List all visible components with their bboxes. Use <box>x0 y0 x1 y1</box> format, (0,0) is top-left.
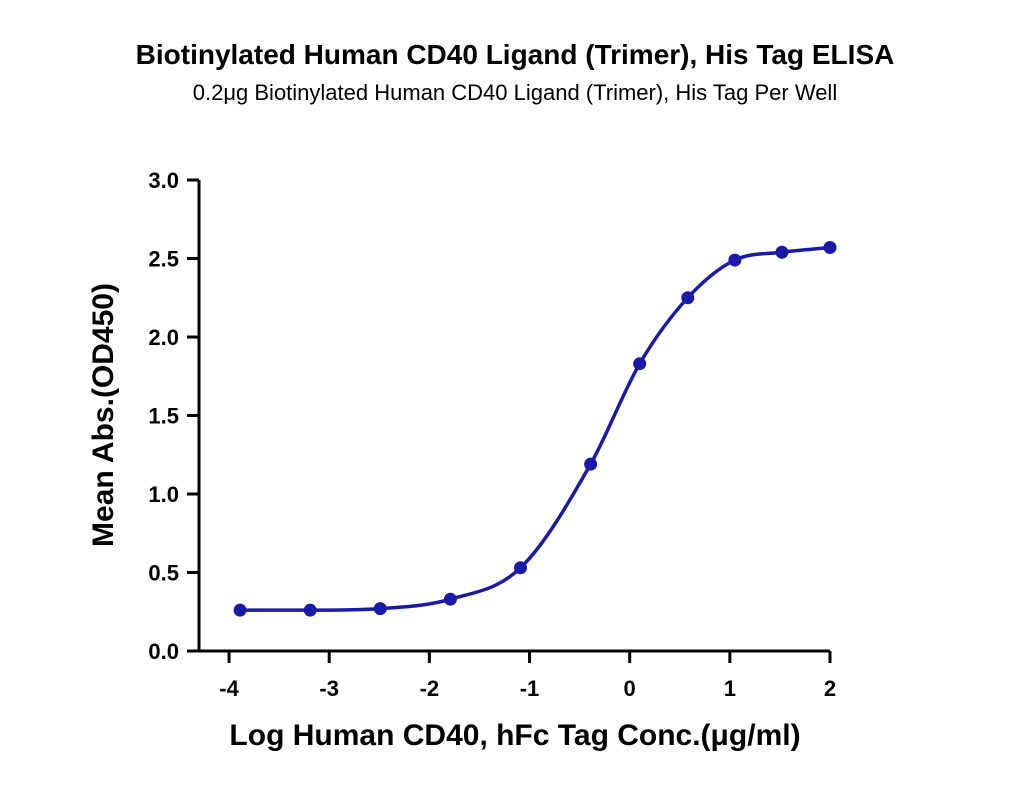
data-point <box>373 602 387 616</box>
data-point <box>728 253 742 267</box>
data-point <box>514 561 528 575</box>
y-axis-ticks: 0.0 0.5 1.0 1.5 2.0 2.5 3.0 <box>148 168 199 664</box>
y-tick-label: 0.0 <box>148 639 179 664</box>
y-tick-label: 2.5 <box>148 247 179 272</box>
y-tick-label: 2.0 <box>148 325 179 350</box>
x-tick-label: 0 <box>624 676 636 701</box>
x-tick-label: -3 <box>319 676 339 701</box>
x-tick-label: -4 <box>219 676 239 701</box>
data-points <box>233 241 837 617</box>
data-point <box>443 592 457 606</box>
data-point <box>681 291 695 305</box>
data-point <box>584 457 598 471</box>
x-tick-label: -1 <box>520 676 540 701</box>
y-axis-label: Mean Abs.(OD450) <box>87 283 120 547</box>
x-tick-label: -2 <box>420 676 440 701</box>
x-tick-label: 2 <box>824 676 836 701</box>
y-tick-label: 3.0 <box>148 168 179 193</box>
y-tick-label: 0.5 <box>148 561 179 586</box>
chart-title: Biotinylated Human CD40 Ligand (Trimer),… <box>136 39 895 70</box>
data-point <box>823 241 837 255</box>
y-tick-label: 1.0 <box>148 482 179 507</box>
chart-subtitle: 0.2μg Biotinylated Human CD40 Ligand (Tr… <box>193 80 837 105</box>
y-tick-label: 1.5 <box>148 404 179 429</box>
data-point <box>633 357 647 371</box>
data-point <box>303 603 317 617</box>
fit-curve <box>240 245 831 612</box>
x-tick-label: 1 <box>724 676 736 701</box>
data-point <box>233 603 247 617</box>
data-point <box>775 245 789 259</box>
x-axis-ticks: -4 -3 -2 -1 0 1 2 <box>219 651 836 701</box>
x-axis-label: Log Human CD40, hFc Tag Conc.(μg/ml) <box>229 719 800 752</box>
